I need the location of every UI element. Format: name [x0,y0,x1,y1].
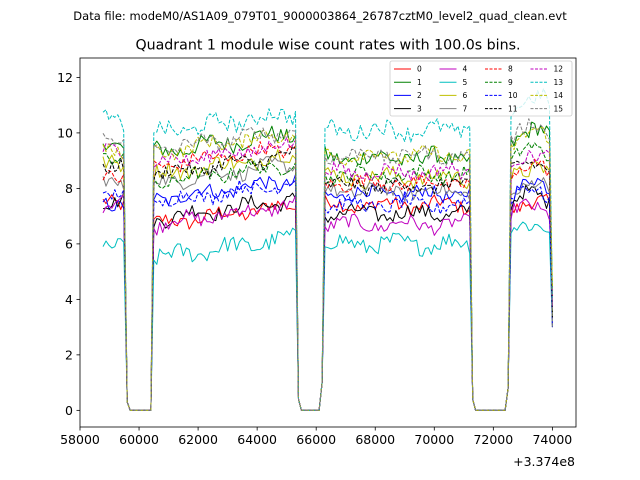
legend-label-12: 12 [554,65,564,74]
y-tick-label: 2 [65,347,73,362]
series-line-10 [102,179,553,411]
series-line-7 [102,156,553,411]
axes: 58000 60000 62000 64000 66000 68000 70000 72000… [57,57,577,447]
legend-label-13: 13 [554,78,564,87]
series-line-15 [102,118,553,411]
series-line-2 [102,174,553,411]
legend-label-5: 5 [463,78,468,87]
legend-label-11: 11 [508,104,518,113]
y-tick-label: 0 [65,403,73,418]
series-line-4 [102,193,553,411]
series-line-13 [102,88,553,411]
series-line-8 [102,141,553,411]
y-tick-label: 12 [57,70,73,85]
legend-label-15: 15 [554,104,564,113]
x-tick-label: 68000 [355,432,395,447]
y-tick-label: 4 [65,292,73,307]
y-tick-label: 8 [65,181,73,196]
legend-label-14: 14 [554,91,564,100]
y-tick-label: 6 [65,236,73,251]
legend-label-1: 1 [417,78,422,87]
y-tick-label: 10 [57,125,73,140]
legend-box [389,60,573,117]
suptitle: Data file: modeM0/AS1A09_079T01_90000038… [73,9,567,23]
x-tick-label: 70000 [414,432,454,447]
legend-label-10: 10 [508,91,518,100]
legend-label-2: 2 [417,91,422,100]
legend-label-9: 9 [508,78,513,87]
series-line-11 [102,145,553,411]
axes-frame [79,57,577,428]
series-line-5 [102,221,553,411]
chart-title: Quadrant 1 module wise count rates with … [135,38,520,54]
x-tick-label: 74000 [532,432,572,447]
x-tick-label: 58000 [60,432,100,447]
x-offset-label: +3.374e8 [513,454,575,469]
legend-label-4: 4 [463,65,468,74]
legend-label-6: 6 [463,91,468,100]
x-tick-label: 64000 [237,432,277,447]
x-tick-label: 62000 [178,432,218,447]
x-tick-label: 60000 [119,432,159,447]
series-line-12 [102,137,553,411]
legend-label-8: 8 [508,65,513,74]
legend-label-7: 7 [463,104,468,113]
x-tick-label: 66000 [296,432,336,447]
series-line-1 [102,121,553,411]
legend-label-0: 0 [417,65,422,74]
plot-lines [102,88,553,411]
x-tick-label: 72000 [473,432,513,447]
legend-label-3: 3 [417,104,422,113]
